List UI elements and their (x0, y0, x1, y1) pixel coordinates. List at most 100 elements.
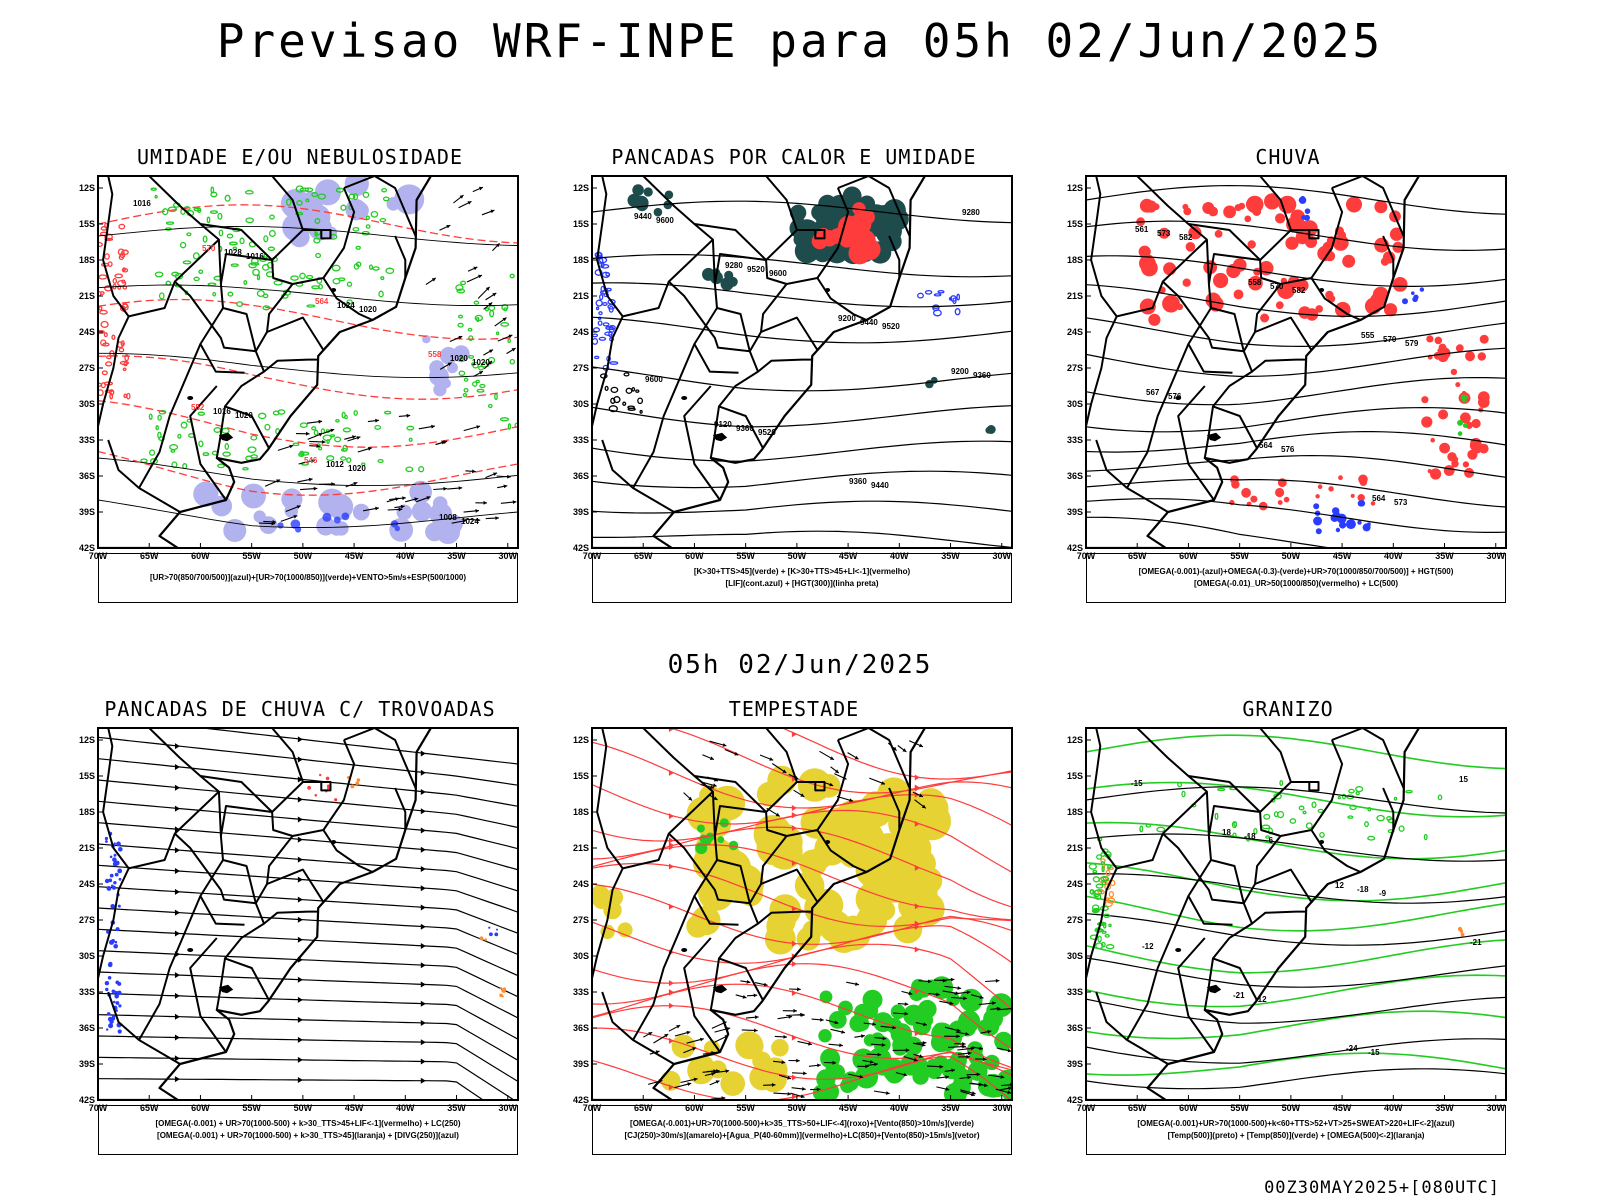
humidity-low-level-contour (384, 410, 392, 415)
humidity-upper-level-cell (322, 512, 332, 522)
humidity-low-level-contour (499, 417, 510, 422)
lake-patch (187, 948, 194, 952)
wind-vector (258, 413, 517, 526)
border-line (1242, 331, 1256, 352)
rain-area-cell (1244, 215, 1252, 223)
jet-stream-area-cell (809, 846, 832, 870)
wind-vector-head (711, 1072, 716, 1076)
border-line (302, 781, 332, 792)
wind-vector-head (869, 1060, 874, 1064)
lon-tick-label: 65W (1128, 551, 1147, 561)
height-small-contour-contour (613, 396, 621, 404)
lat-tick-label: 21S (573, 291, 589, 301)
humidity-low-level-contour (256, 289, 265, 298)
isobar-line (98, 284, 518, 307)
lifted-index-contour-contour (607, 299, 616, 305)
humidity-low-level-contour (479, 383, 486, 389)
rain-area-cell (1250, 495, 1258, 503)
humidity-low-level-contour (332, 277, 341, 285)
wind-vector-head (414, 497, 419, 502)
wind-vector-head (431, 424, 435, 429)
humidity-low-level-contour (217, 463, 225, 469)
height-small-contour-contour (631, 386, 636, 392)
thunder-cell (499, 986, 507, 998)
heat-convection-cell (842, 186, 862, 206)
temp-850-contour-contour (1096, 854, 1103, 860)
temp-850-contour-contour (1279, 780, 1284, 786)
border-line (709, 406, 720, 459)
contour-label: 9600 (645, 375, 663, 384)
height-300-line-line (592, 530, 1012, 548)
wind-vector-head (939, 1064, 944, 1069)
height-300-line-line (592, 316, 1012, 344)
map-content: 582 582 579 576 576 573 573 570 570 567 564 564 561 5… (1086, 176, 1506, 548)
humidity-low-level-contour (322, 434, 332, 442)
rain-area-cell (1315, 494, 1320, 499)
height-500-line-line (1086, 220, 1506, 252)
lon-tick-label: 35W (447, 551, 466, 561)
wind-vector-head (1000, 1075, 1005, 1079)
humidity-low-level-contour (306, 304, 316, 308)
lifted-index-contour-contour (609, 361, 619, 365)
contour-label: 564 (1372, 494, 1386, 503)
border-line (748, 883, 762, 904)
panel-legend: [K>30+TTS>45](verde) + [K>30+TTS>45+LI<-… (592, 553, 1012, 603)
humidity-red-contour-contour (98, 389, 104, 397)
rain-area-cell (1438, 409, 1449, 420)
wind-vector-head (808, 1041, 812, 1046)
humidity-low-level-contour (242, 467, 249, 471)
lifted-index-contour-contour (598, 311, 603, 316)
border-line (693, 859, 739, 926)
wind-vector-head (483, 500, 487, 505)
humidity-low-level-contour (149, 449, 156, 456)
height-300-line-line (592, 254, 1012, 278)
wind-vector-head (356, 436, 361, 440)
contour-label: -15 (1368, 1048, 1380, 1057)
wind-vector-head (872, 1022, 876, 1026)
temp-850-line-line (1086, 974, 1506, 1008)
jet-stream-area-cell (910, 891, 945, 927)
streamline-250-arrowhead (420, 981, 426, 988)
streamline-250-arrowhead (297, 1036, 303, 1043)
thunder-cell-cell (355, 781, 360, 785)
rain-area-cell (1317, 484, 1323, 490)
streamline-850-line (592, 983, 1012, 1069)
wind-vector-head (715, 1080, 720, 1084)
temp-500-line-line (1086, 996, 1506, 1024)
rain-area-cell (1208, 206, 1218, 217)
panel-3: CHUVA 582 582 579 576 576 573 573 570 570 567 564 56… (1048, 145, 1528, 615)
humidity-low-level-contour (299, 272, 306, 280)
rain-omega-weak-cell (1332, 507, 1340, 515)
temp-850-contour-contour (1341, 793, 1347, 800)
humidity-low-level-contour (180, 421, 188, 429)
wind-vector-head (979, 1046, 983, 1051)
lon-tick-label: 55W (242, 1103, 261, 1113)
divergence-area-cell (113, 944, 118, 949)
lon-tick-label: 35W (941, 551, 960, 561)
lat-tick-label: 12S (573, 735, 589, 745)
map-frame (591, 727, 1013, 1101)
rain-area-cell (1248, 275, 1263, 291)
border-line (1095, 439, 1169, 513)
lifted-index-contour-contour (948, 296, 953, 301)
rain-area-cell (1427, 469, 1432, 474)
humidity-mid-level-cell (411, 501, 432, 522)
rain-area-cell (1275, 301, 1284, 310)
wind-vector-head (489, 349, 493, 353)
streamline-250-arrowhead (297, 856, 303, 863)
humidity-low-level-contour (331, 264, 341, 272)
border-line (596, 728, 714, 870)
wind-vector-shaft (997, 1008, 1012, 1011)
wind-vector-head (881, 781, 885, 785)
temp-850-line-line (1086, 781, 1506, 818)
contour-label: 570 (202, 244, 216, 253)
rain-area-cell (1434, 336, 1443, 345)
rain-omega-weak-cell (1419, 287, 1425, 292)
streamline-850-arrowhead (914, 864, 920, 871)
wind-850-strong-cell (825, 1059, 840, 1074)
lake-patch (681, 396, 688, 400)
wind-vector-head (443, 440, 448, 444)
wind-vector-head (676, 1025, 681, 1029)
lifted-index-contour-contour (608, 330, 613, 338)
height-300-line-line (592, 440, 1012, 462)
